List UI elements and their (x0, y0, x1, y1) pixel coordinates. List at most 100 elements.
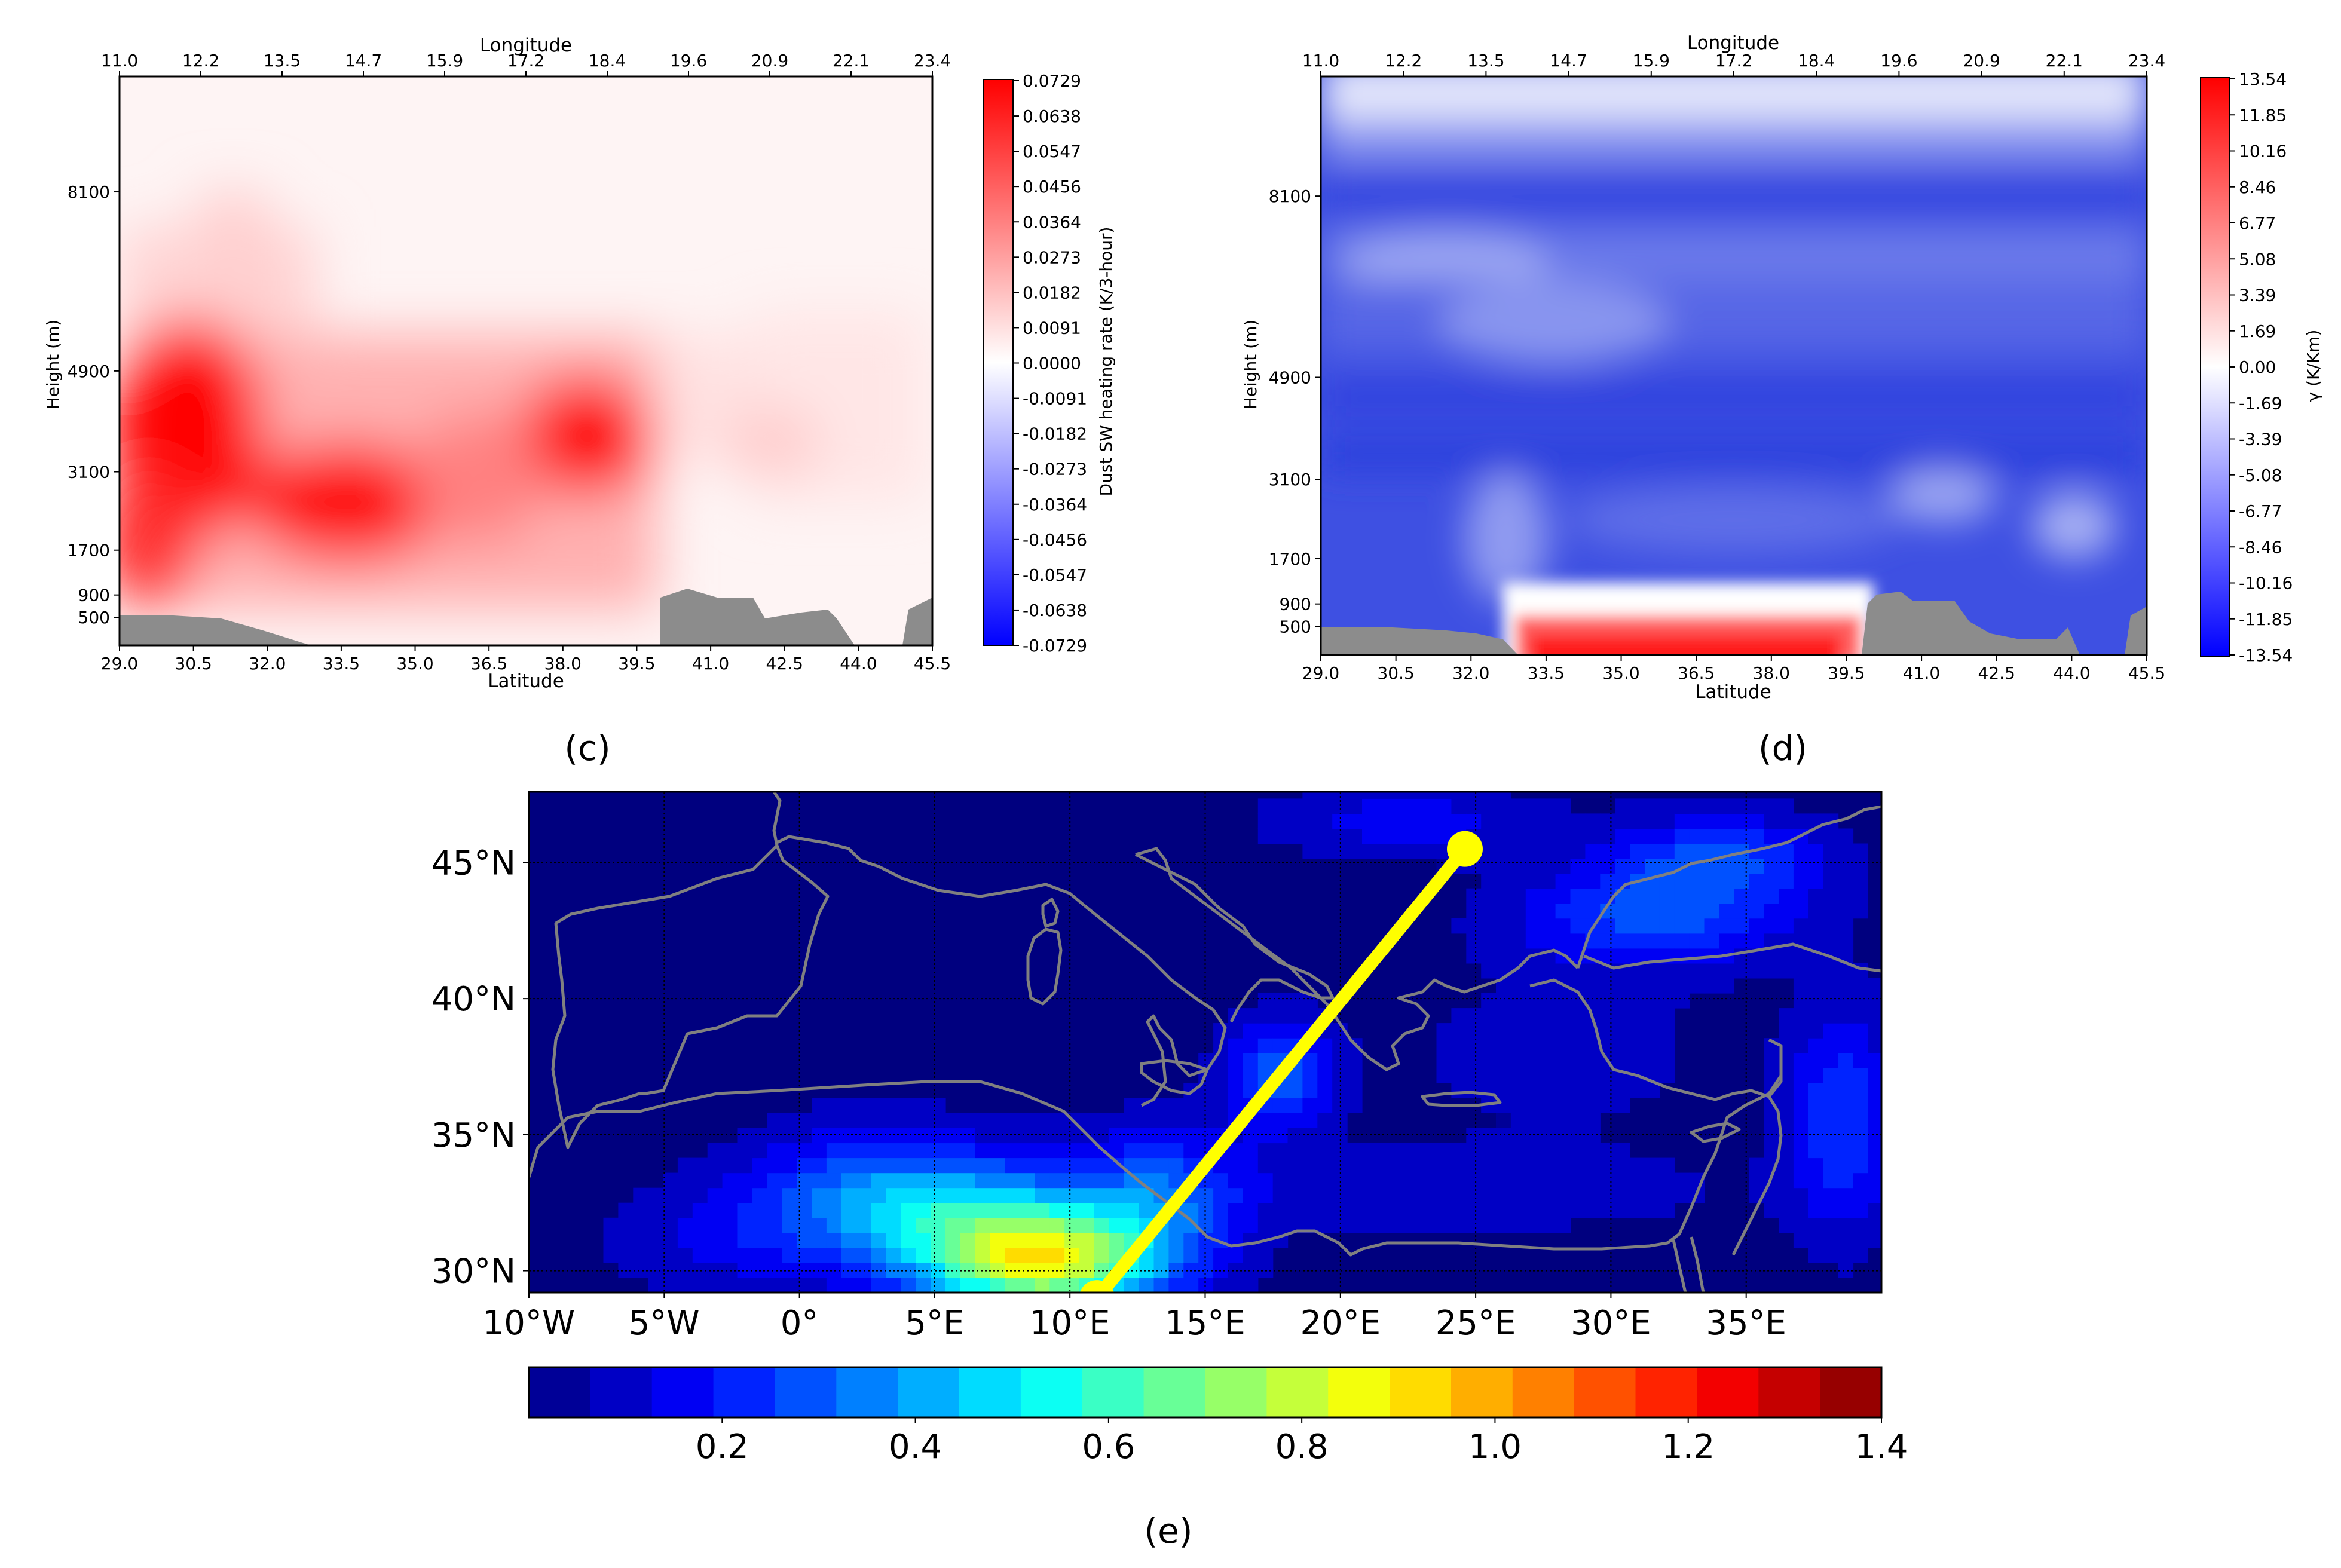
aod-cell (1600, 1098, 1615, 1113)
aod-cell (1317, 1128, 1333, 1144)
aod-cell (1615, 843, 1630, 859)
aod-cell (841, 1278, 857, 1293)
c-colorbar-tick-label: -0.0273 (1023, 460, 1087, 479)
aod-cell (1302, 843, 1318, 859)
aod-cell (1198, 1098, 1214, 1113)
aod-cell (1510, 1008, 1526, 1024)
aod-cell (782, 1202, 797, 1218)
aod-cell (1734, 798, 1749, 814)
d-colorbar-tick-label: 5.08 (2239, 249, 2276, 269)
aod-cell (990, 1217, 1006, 1233)
aod-cell (1109, 1232, 1125, 1248)
aod-cell (1049, 1187, 1065, 1203)
d-lat-tick-label: 38.0 (1753, 663, 1790, 683)
colorbar-tick-label: 1.2 (1661, 1428, 1715, 1466)
aod-cell (692, 1247, 708, 1263)
aod-cell (856, 1128, 872, 1144)
aod-cell (1838, 993, 1854, 1009)
aod-cell (1823, 1187, 1839, 1203)
aod-cell (1674, 963, 1690, 979)
aod-cell (1868, 1113, 1881, 1128)
aod-cell (782, 1217, 797, 1233)
panel-d-top-xlabel: Longitude (1687, 32, 1779, 54)
aod-cell (1376, 828, 1393, 844)
aod-cell (1362, 828, 1378, 844)
aod-cell (1406, 798, 1422, 814)
aod-cell (1451, 1008, 1467, 1024)
aod-cell (1808, 1187, 1824, 1203)
aod-cell (1317, 1143, 1333, 1159)
aod-cell (1838, 828, 1854, 844)
aod-cell (677, 1217, 693, 1233)
panel-e: 30°N 35°N 40°N 45°N 10°W 5°W 0° 5°E 10°E 15°E 20°… (432, 791, 1908, 1551)
aod-cell (975, 1232, 991, 1248)
aod-cell (1228, 1187, 1244, 1203)
aod-cell (1793, 1232, 1809, 1248)
aod-cell (1466, 918, 1482, 934)
aod-cell (1436, 798, 1452, 814)
aod-cell (1823, 1038, 1839, 1054)
aod-cell (975, 1217, 991, 1233)
aod-cell (1094, 1232, 1110, 1248)
aod-cell (1808, 1247, 1824, 1263)
aod-cell (1615, 828, 1630, 844)
aod-cell (1481, 888, 1497, 904)
c-lat-tick-label: 45.5 (914, 654, 951, 673)
aod-cell (1600, 993, 1615, 1009)
aod-cell (1510, 1217, 1526, 1233)
aod-cell (1302, 1098, 1318, 1113)
aod-cell (1049, 1128, 1065, 1144)
aod-cell (812, 1232, 827, 1248)
aod-cell (603, 1217, 619, 1233)
d-colorbar-tick-label: 8.46 (2239, 177, 2276, 197)
aod-cell (1674, 993, 1690, 1009)
aod-cell (1317, 1187, 1333, 1203)
aod-cell (1109, 1187, 1125, 1203)
aod-cell (1391, 828, 1407, 844)
aod-cell (767, 1217, 782, 1233)
panel-d-ylabel: Height (m) (1241, 320, 1260, 410)
coastline-cyprus (1690, 1122, 1741, 1143)
aod-cell (1243, 1232, 1259, 1248)
aod-cell (1808, 858, 1824, 874)
aod-cell (1496, 873, 1511, 889)
aod-cell (916, 1202, 931, 1218)
aod-cell (1362, 1202, 1378, 1218)
aod-cell (856, 1247, 872, 1263)
aod-cell (960, 1113, 976, 1128)
aod-cell (1168, 1232, 1184, 1248)
aod-cell (1645, 1038, 1660, 1054)
c-colorbar-tick-label: 0.0364 (1023, 212, 1081, 232)
aod-cell (677, 1247, 693, 1263)
aod-cell (1228, 1023, 1244, 1039)
aod-cell (1749, 798, 1764, 814)
aod-cell (1570, 1113, 1586, 1128)
panel-d-terrain-east (1862, 592, 2080, 655)
aod-cell (1525, 1038, 1541, 1054)
aod-cell (931, 1113, 946, 1128)
aod-cell (663, 1247, 678, 1263)
aod-cell (1615, 1157, 1630, 1174)
transect-start-marker (1079, 1280, 1115, 1293)
aod-cell (707, 1143, 723, 1159)
lat-tick-label: 35°N (432, 1116, 516, 1155)
aod-cell (1496, 828, 1511, 844)
aod-cell (1481, 843, 1497, 859)
aod-cell (1570, 1038, 1586, 1054)
aod-cell (1496, 1172, 1511, 1189)
aod-cell (931, 1172, 946, 1189)
aod-cell (1272, 1008, 1289, 1024)
aod-cell (648, 1232, 663, 1248)
aod-cell (1064, 1202, 1080, 1218)
aod-cell (1510, 903, 1526, 919)
aod-cell (1272, 813, 1289, 829)
aod-cell (1838, 1202, 1854, 1218)
aod-cell (1406, 1157, 1422, 1174)
aod-cell (1049, 1113, 1065, 1128)
aod-cell (1421, 1202, 1437, 1218)
aod-cell (1510, 1098, 1526, 1113)
aod-cell (1079, 1247, 1095, 1263)
aod-cell (1645, 828, 1660, 844)
aod-cell (1659, 1008, 1675, 1024)
aod-cell (1064, 1172, 1080, 1189)
